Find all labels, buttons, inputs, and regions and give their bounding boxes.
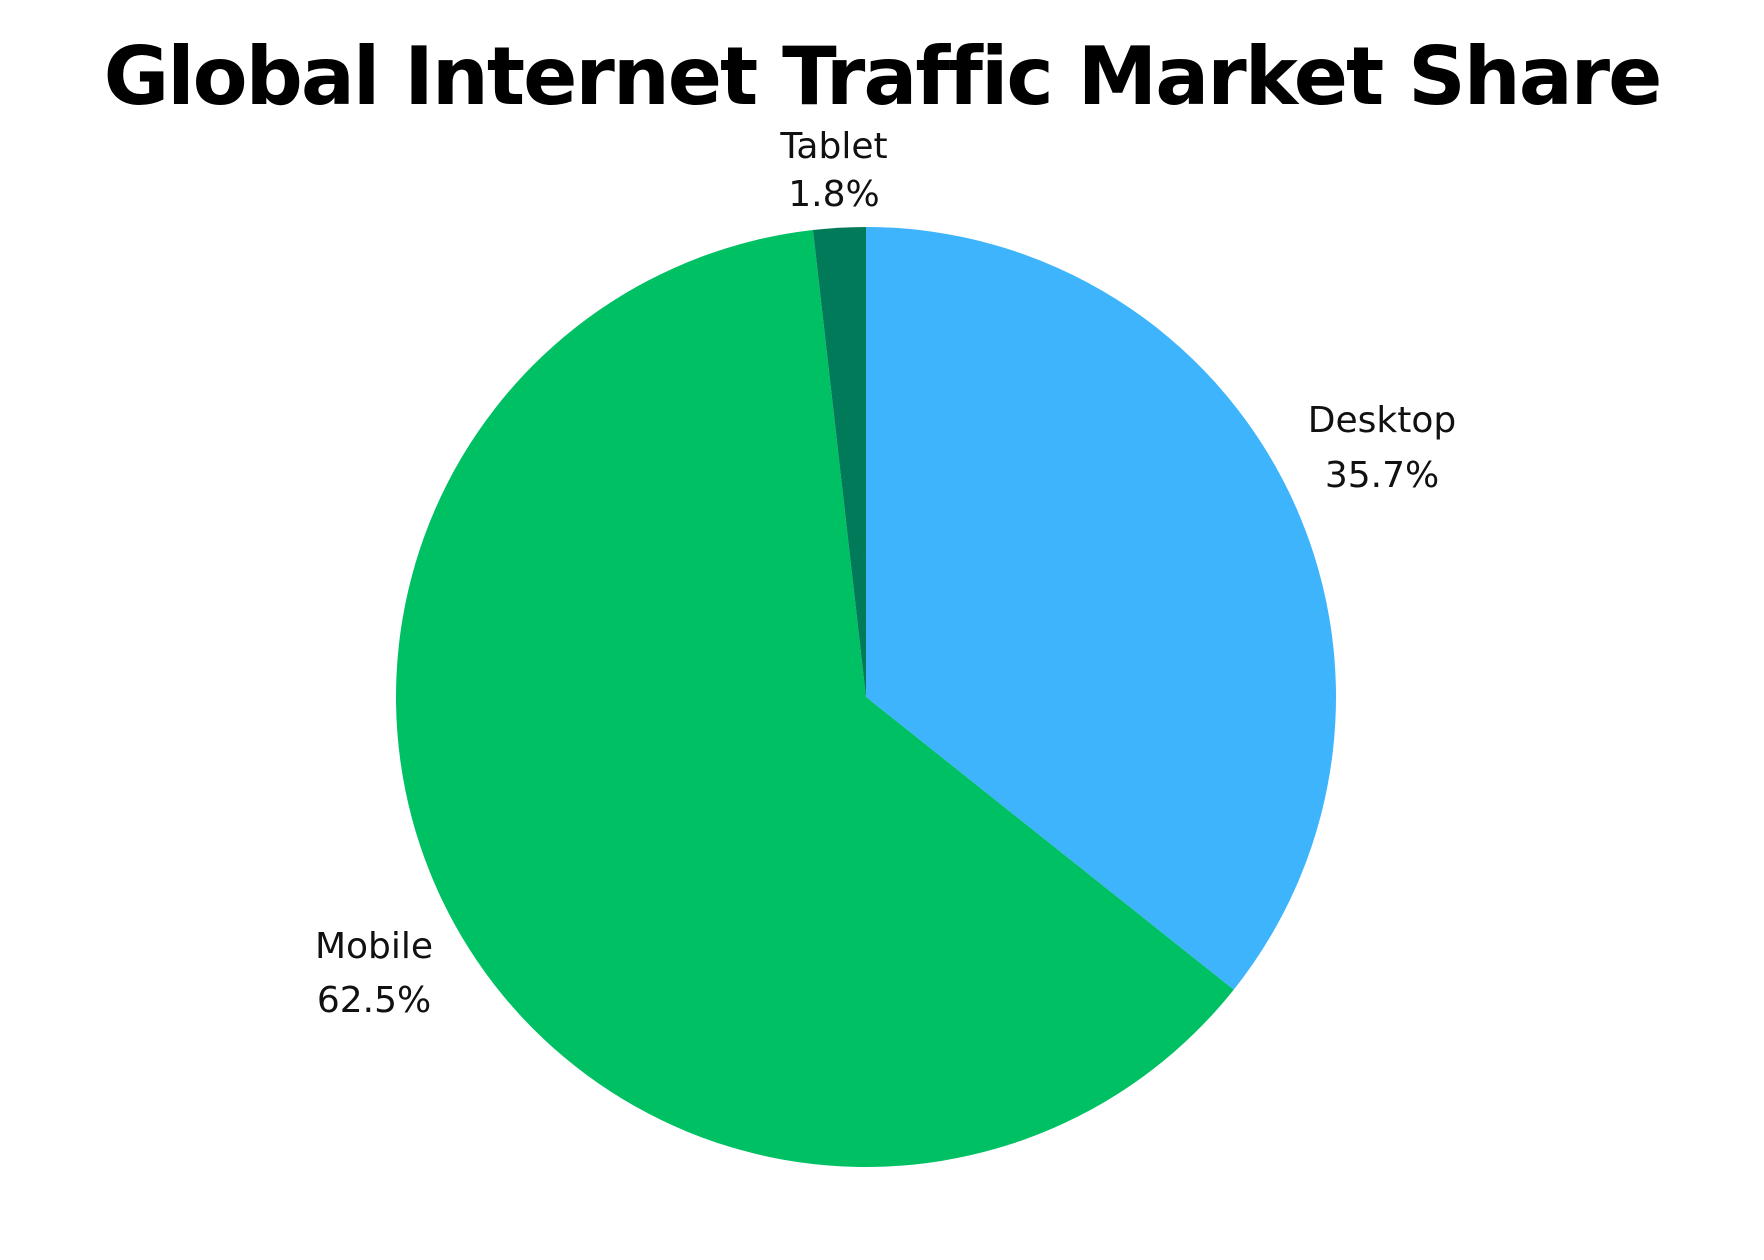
chart-title: Global Internet Traffic Market Share (104, 30, 1661, 123)
slice-value-desktop: 35.7% (1325, 455, 1439, 496)
pie-slice-desktop (866, 227, 1336, 990)
pie-slices (395, 227, 1336, 1167)
pie-slice-mobile (395, 230, 1234, 1167)
slice-value-tablet: 1.8% (788, 174, 879, 215)
slice-value-mobile: 62.5% (317, 980, 431, 1021)
pie-slice-tablet (812, 227, 866, 697)
slice-label-tablet: Tablet (779, 126, 887, 167)
slice-label-desktop: Desktop (1308, 400, 1456, 441)
slice-label-mobile: Mobile (315, 926, 433, 967)
